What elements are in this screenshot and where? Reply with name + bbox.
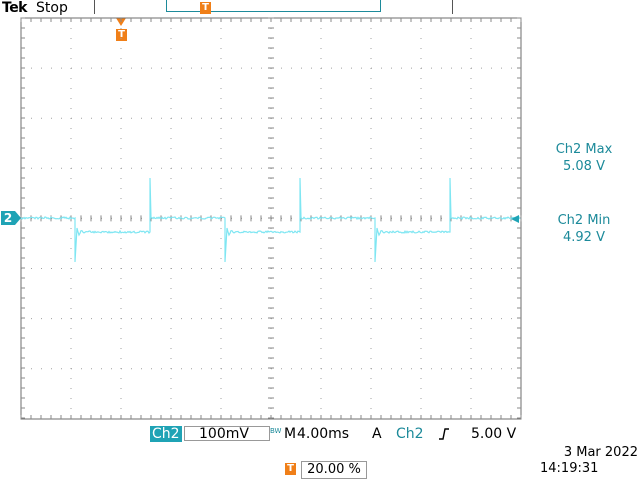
- measurement-label: Ch2 Min: [528, 212, 640, 229]
- vertical-scale[interactable]: 100mV: [184, 426, 270, 441]
- grid-lines: [21, 18, 521, 419]
- timebase-label: M: [284, 426, 296, 442]
- timebase-value[interactable]: 4.00ms: [297, 426, 349, 442]
- measurement-value: 4.92 V: [528, 229, 640, 246]
- ch2-ground-marker-icon[interactable]: 2: [1, 211, 15, 225]
- channel-chip[interactable]: Ch2: [150, 426, 182, 442]
- trigger-icon: T: [285, 463, 296, 475]
- trigger-source[interactable]: Ch2: [396, 426, 424, 442]
- trigger-level-icon[interactable]: [511, 215, 519, 223]
- measurement-ch2-max: Ch2 Max 5.08 V: [528, 141, 640, 175]
- bandwidth-limit-icon: BW: [270, 428, 281, 435]
- trigger-mode: A: [372, 426, 382, 442]
- trigger-position-value[interactable]: 20.00 %: [301, 461, 367, 479]
- rising-edge-icon: [437, 426, 451, 442]
- settings-readout-bar: Ch2 100mV BW M 4.00ms A Ch2 5.00 V: [150, 426, 640, 442]
- measurement-ch2-min: Ch2 Min 4.92 V: [528, 212, 640, 246]
- trigger-level[interactable]: 5.00 V: [471, 426, 516, 442]
- date-display: 3 Mar 2022: [538, 445, 638, 461]
- measurement-value: 5.08 V: [528, 158, 640, 175]
- measurement-label: Ch2 Max: [528, 141, 640, 158]
- time-display: 14:19:31: [538, 461, 640, 477]
